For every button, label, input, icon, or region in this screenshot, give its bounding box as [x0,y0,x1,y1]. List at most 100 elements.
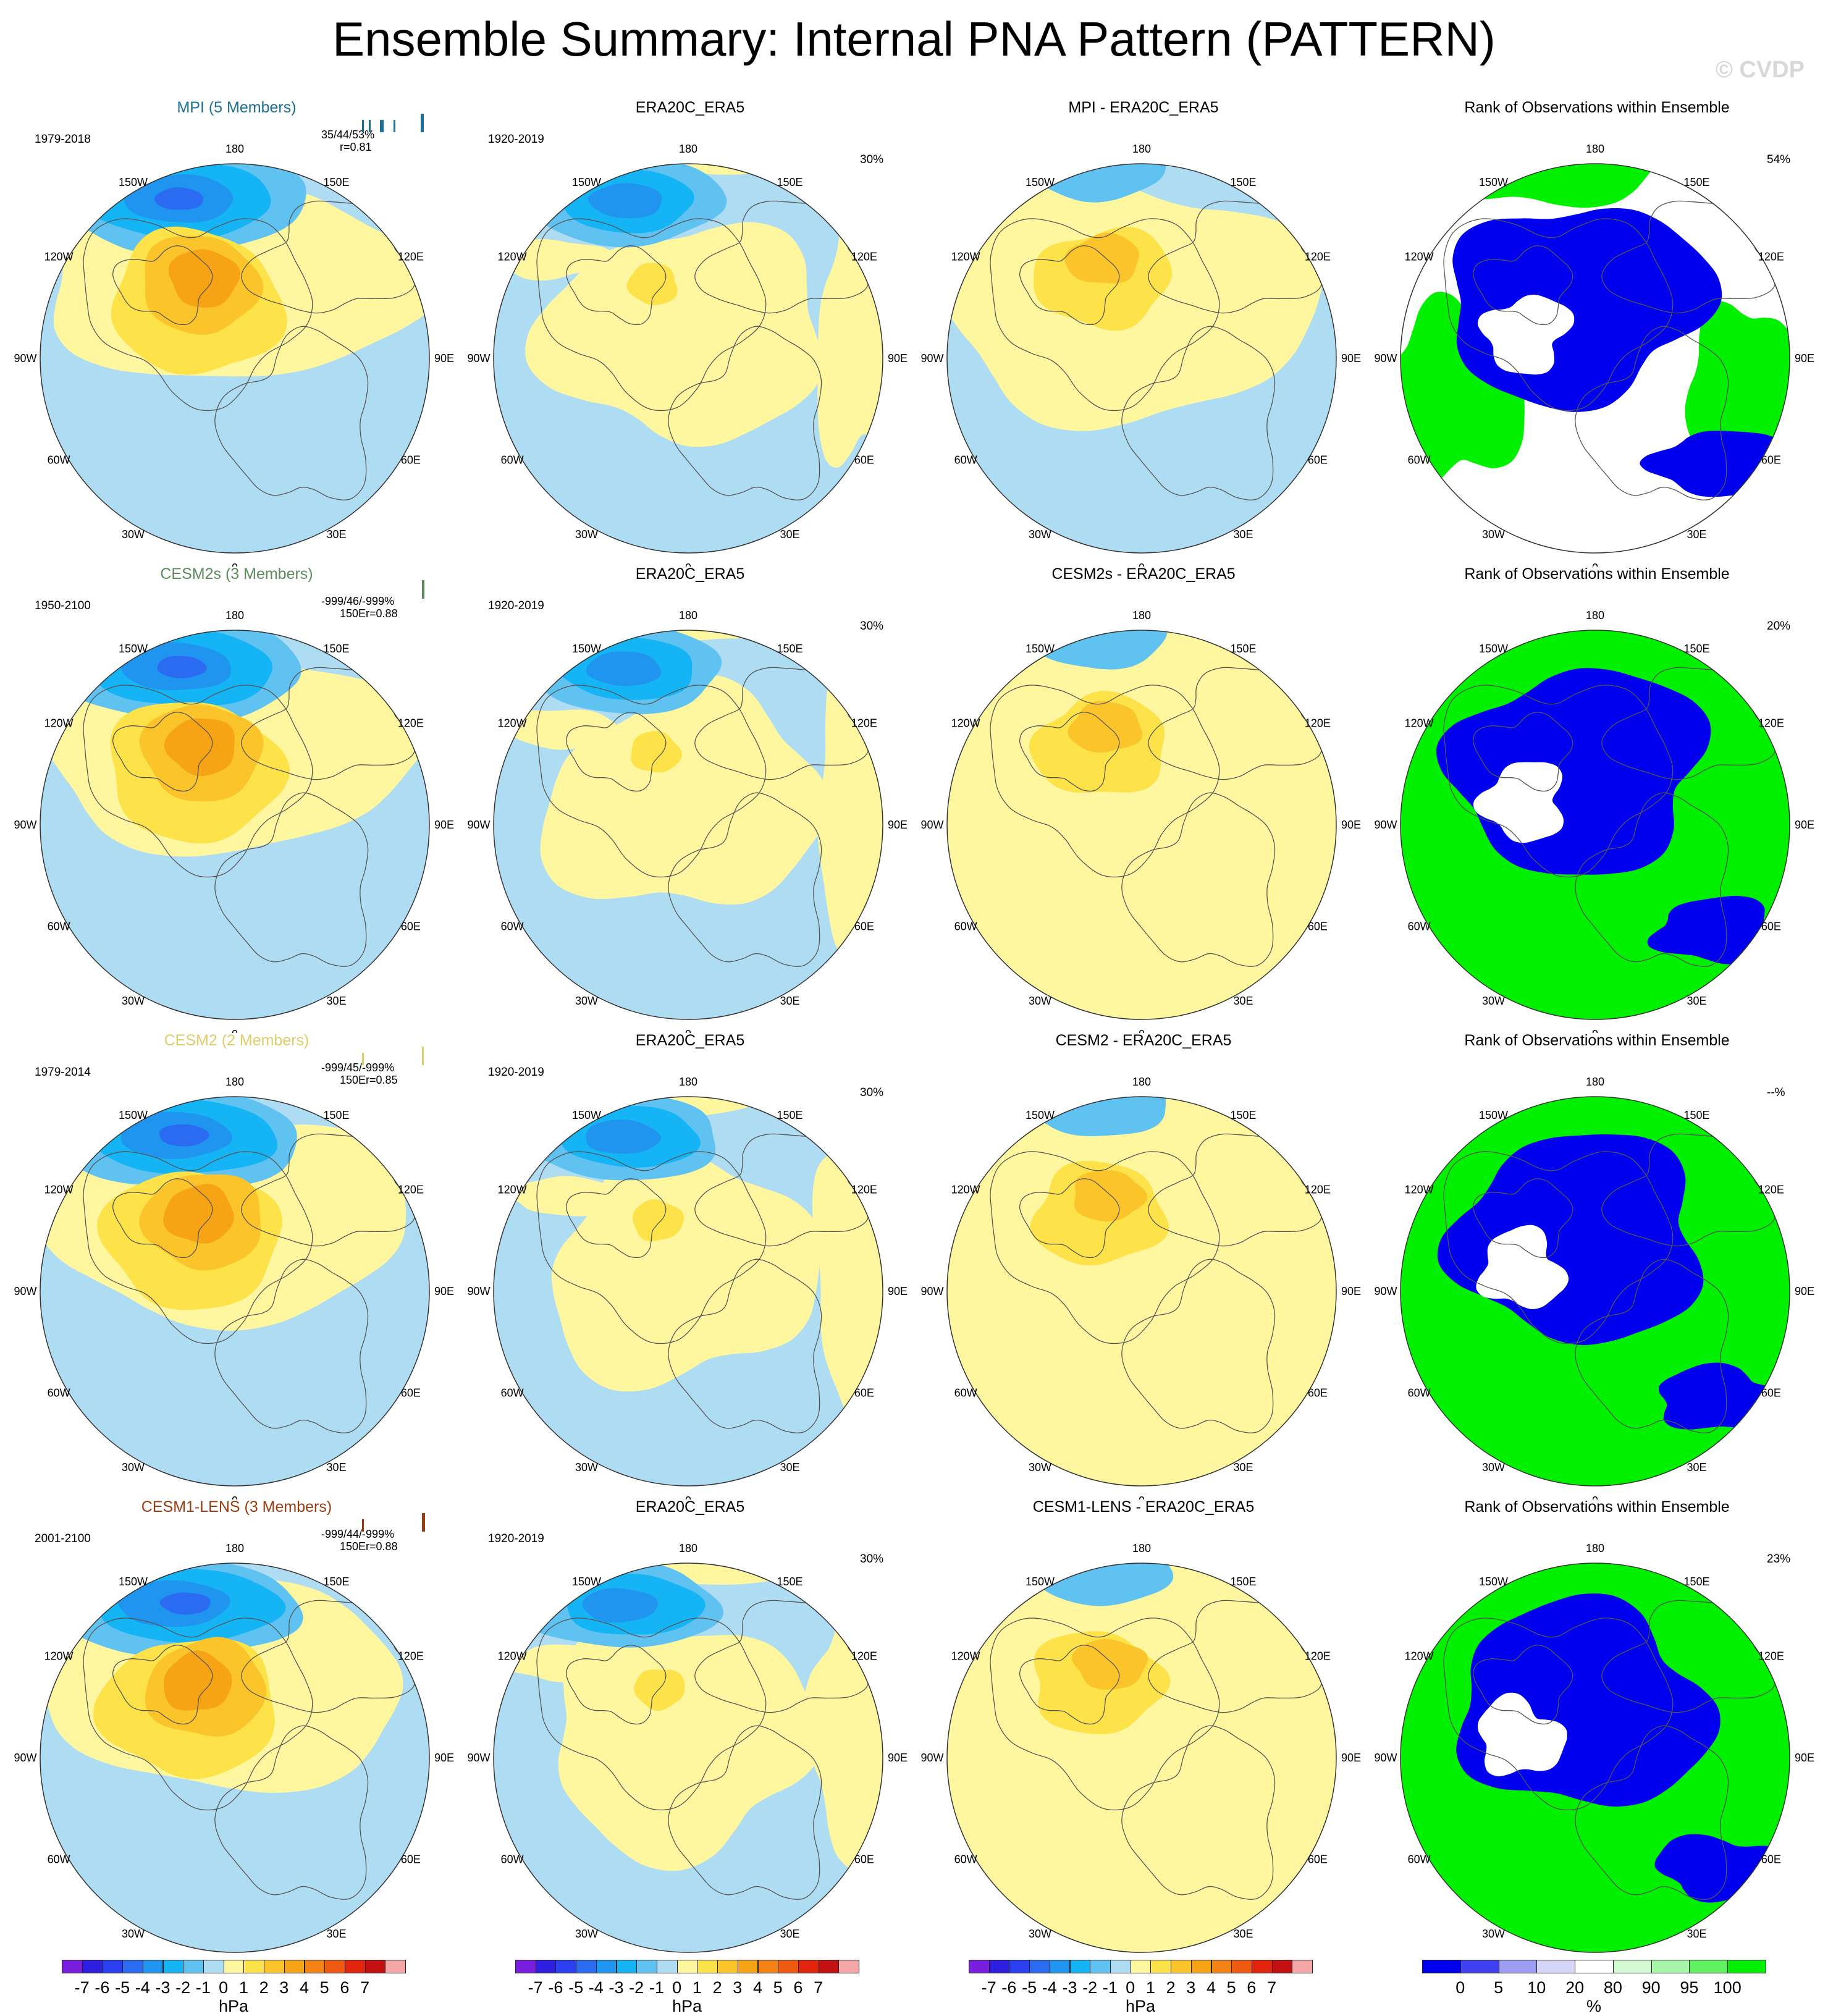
colorbar-tick-label: 5 [1494,1978,1504,1997]
panel-diff: 180 150E 120E 90E 60E 30E 0 30W 60W 90W 120W 150W MP… [918,99,1369,567]
longitude-label: 30W [122,1461,145,1474]
colorbar-box [183,1960,204,1973]
member-spread-ticks [361,1042,429,1065]
polar-map: 180150E120E90E60E30E030W60W90W120W150W [467,609,908,1033]
longitude-label: 120W [951,251,980,263]
member-tick [423,580,425,599]
panel-title: ERA20C_ERA5 [635,99,745,116]
longitude-label: 180 [679,1076,697,1088]
colorbar-box [122,1960,143,1973]
longitude-label: 180 [1586,1542,1604,1554]
panel-title: CESM1-LENS - ERA20C_ERA5 [1032,1498,1255,1516]
colorbar-tick-label: 95 [1680,1978,1699,1997]
longitude-label: 60E [401,1387,421,1399]
longitude-label: 120E [1758,251,1784,263]
correlation-label: r=0.81 [340,141,372,153]
longitude-label: 150W [1479,176,1508,188]
longitude-label: 150E [323,1575,349,1588]
longitude-label: 120E [398,1184,424,1196]
colorbar-tick-label: -6 [95,1978,110,1997]
stats-label: -999/44/-999% [321,1528,395,1540]
colorbar-box [304,1960,326,1973]
longitude-label: 120W [498,717,527,730]
colorbar-box [838,1960,859,1973]
panel-title: Rank of Observations within Ensemble [1464,1498,1730,1516]
polar-map: 180150E120E90E60E30E030W60W90W120W150W [920,1542,1361,1966]
polar-map: 180150E120E90E60E30E030W60W90W120W150W [467,1076,908,1499]
correlation-label: 150Er=0.88 [340,1540,398,1553]
contour-region [40,1795,429,1939]
colorbar-tick-label: -2 [175,1978,191,1997]
map-field [1400,1097,1790,1486]
colorbar-box [142,1960,164,1973]
colorbar-box [385,1960,406,1973]
longitude-label: 150E [777,1575,802,1588]
longitude-label: 30E [1233,1928,1253,1940]
colorbar-box [1498,1960,1538,1973]
contour-region [1072,1639,1148,1690]
colorbar-box [203,1960,224,1973]
panel-title: Rank of Observations within Ensemble [1464,1032,1730,1049]
stats-label: 35/44/53% [321,129,375,141]
member-tick [420,114,423,132]
colorbar-unit: hPa [1125,1997,1156,2015]
contour-region [1477,1692,1567,1777]
colorbar-tick-label: 3 [279,1978,289,1997]
contour-region [163,1650,232,1711]
colorbar-box [818,1960,840,1973]
panel-obs: 180 150E 120E 90E 60E 30E 0 30W 60W 90W 120W 150W ER… [465,565,916,1033]
longitude-label: 150E [1683,176,1709,188]
colorbar-tick-label: -2 [629,1978,644,1997]
colorbar-box [515,1960,536,1973]
longitude-label: 180 [225,1542,244,1554]
colorbar-tick-label: 1 [692,1978,702,1997]
polar-map: 180150E120E90E60E30E030W60W90W120W150W [14,609,454,1033]
longitude-label: 180 [225,143,244,155]
longitude-label: 150W [1026,1575,1055,1588]
longitude-label: 180 [1132,1542,1151,1554]
longitude-label: 0 [1592,1028,1598,1033]
longitude-label: 30E [326,528,346,541]
longitude-label: 150W [572,643,601,655]
longitude-label: 30W [1482,1928,1505,1940]
longitude-label: 60E [1761,1387,1781,1399]
member-tick [369,120,371,132]
colorbar-unit: hPa [218,1997,249,2015]
contour-region [586,651,662,686]
colorbar-box [1069,1960,1091,1973]
polar-map: 180150E120E90E60E30E030W60W90W120W150W [1374,609,1814,1033]
colorbar-box [243,1960,265,1973]
colorbar-box [82,1960,103,1973]
longitude-label: 90W [920,1752,943,1764]
percent-label: 54% [1767,153,1791,166]
colorbar-box [1422,1960,1461,1973]
contour-region [558,1627,821,1871]
longitude-label: 150W [1479,1575,1508,1588]
map-boundary [1400,630,1790,1020]
polar-map: 180150E120E90E60E30E030W60W90W120W150W [920,609,1361,1033]
contour-region [588,183,662,219]
colorbar-tick-label: 10 [1527,1978,1546,1997]
member-spread-ticks [361,109,429,132]
colorbar-box [697,1960,718,1973]
longitude-label: 120E [398,1650,424,1663]
period-label: 1920-2019 [488,133,544,146]
colorbar-box [264,1960,285,1973]
map-field [494,630,883,1019]
colorbar-tick-label: -4 [588,1978,604,1997]
longitude-label: 30E [1687,1461,1706,1474]
colorbar-box [757,1960,779,1973]
longitude-label: 180 [225,609,244,622]
longitude-label: 60W [48,921,70,933]
polar-map: 180150E120E90E60E30E030W60W90W120W150W [1374,1076,1814,1499]
longitude-label: 120E [851,1184,877,1196]
longitude-label: 180 [1132,1076,1151,1088]
longitude-label: 120W [498,1650,527,1663]
longitude-label: 150E [777,1109,802,1121]
longitude-label: 60W [501,454,524,466]
member-tick [382,120,384,132]
longitude-label: 150W [119,176,148,188]
panel-title: CESM2s (3 Members) [160,565,313,583]
longitude-label: 60W [1408,454,1431,466]
colorbar-tick-label: -4 [135,1978,150,1997]
